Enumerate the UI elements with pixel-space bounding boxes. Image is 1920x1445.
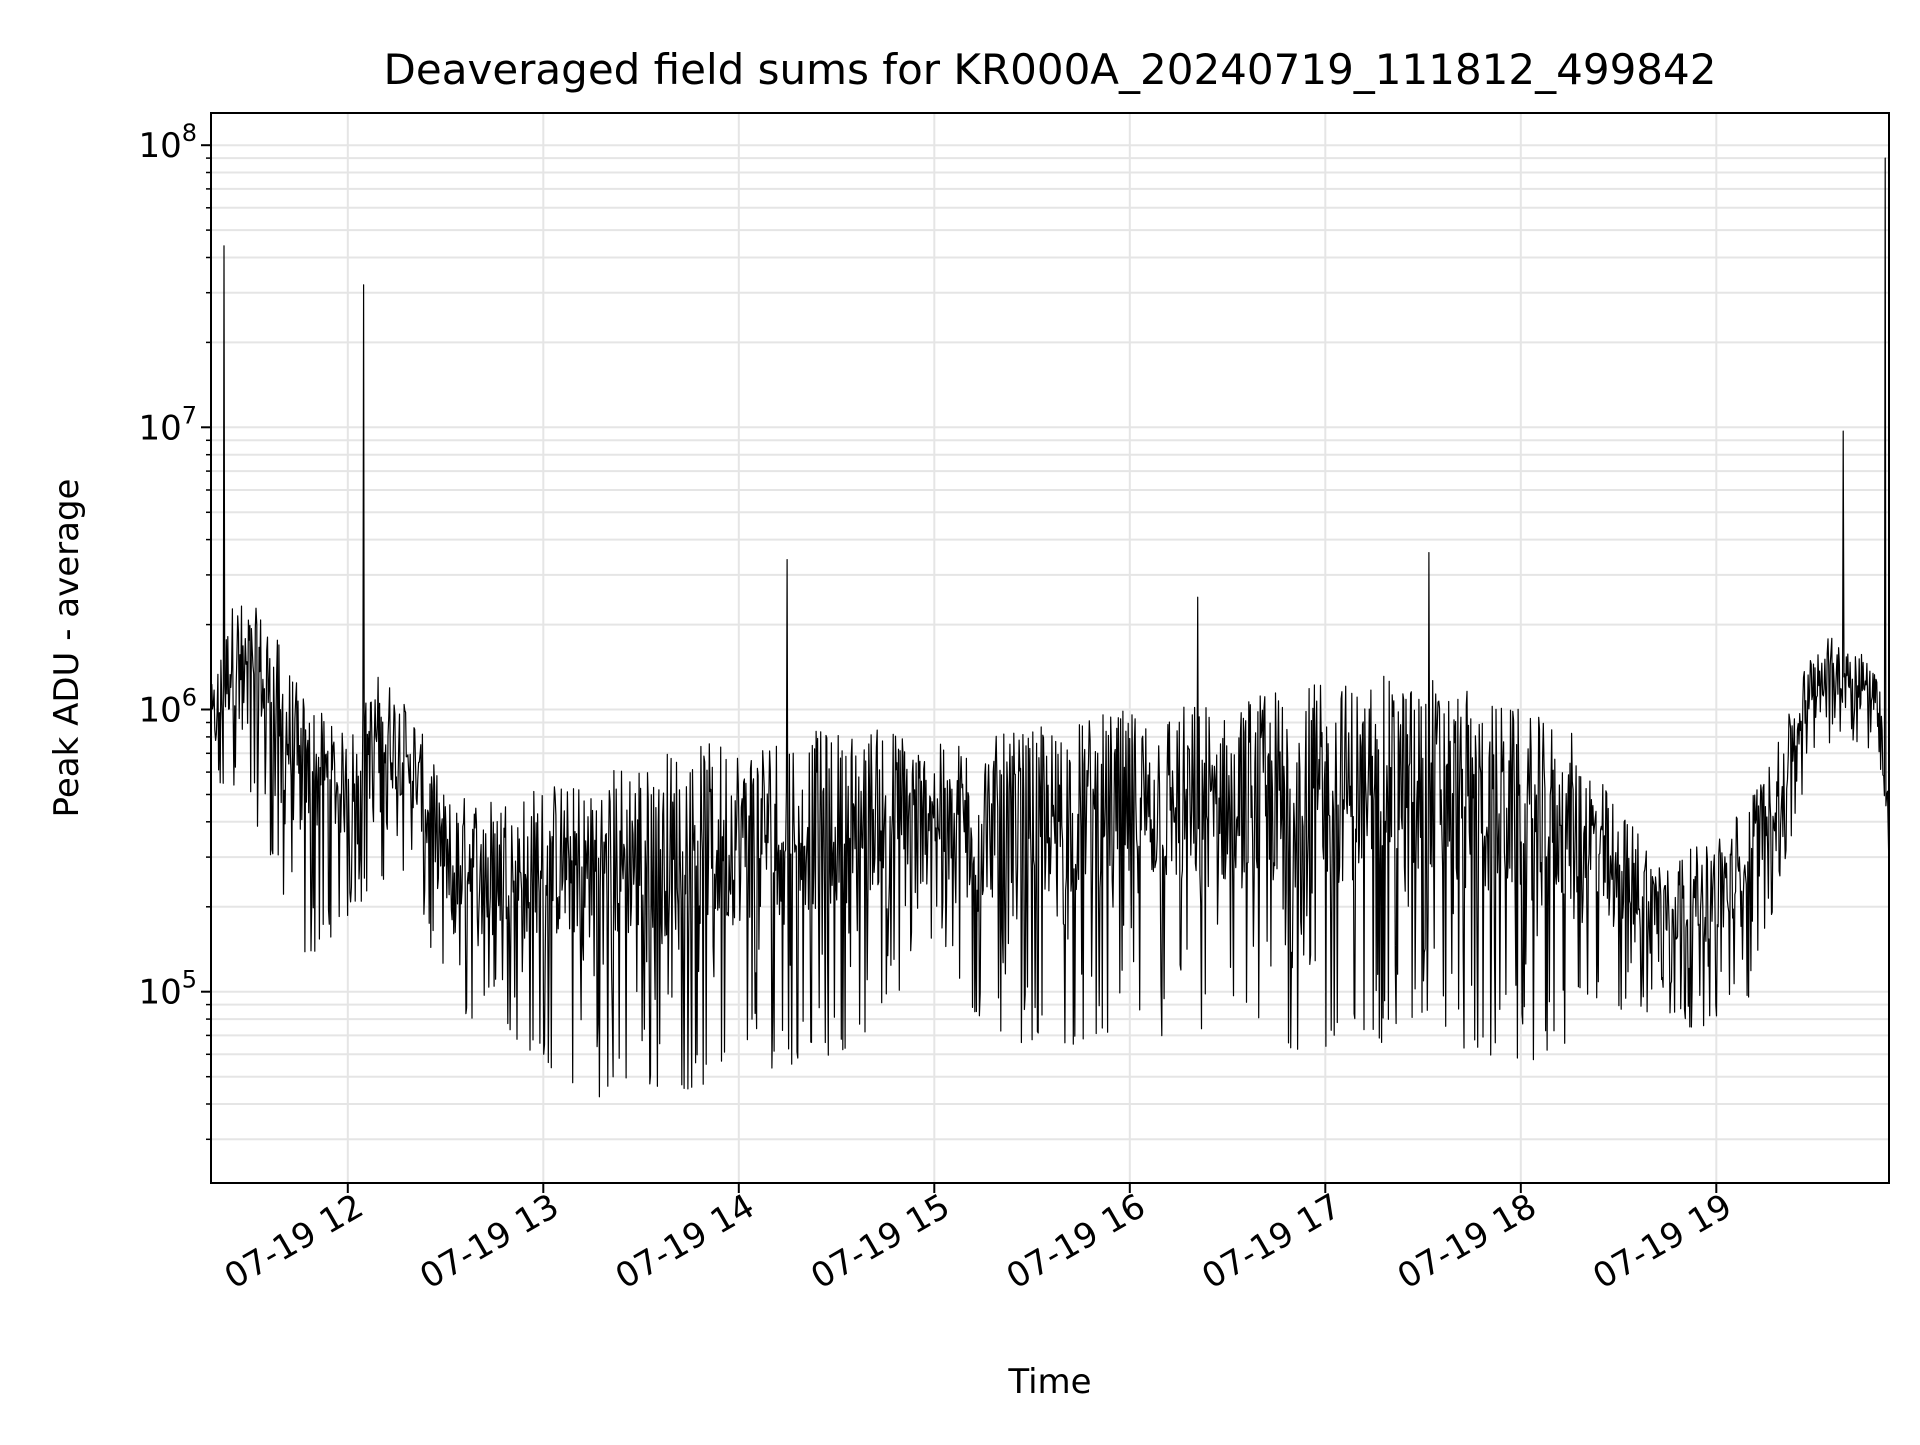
series-line: [210, 157, 1890, 1098]
y-tick-base: 10: [138, 691, 181, 731]
series-layer: [210, 157, 1890, 1098]
y-tick-exponent: 6: [182, 684, 197, 712]
y-tick-label: 106: [138, 684, 197, 731]
y-tick-exponent: 5: [182, 966, 197, 994]
y-tick-base: 10: [138, 973, 181, 1013]
y-tick-base: 10: [138, 408, 181, 448]
x-axis-label: Time: [1007, 1362, 1091, 1402]
y-tick-exponent: 7: [182, 401, 197, 429]
plot-area-frame: [210, 112, 1890, 1184]
y-axis-label: Peak ADU - average: [47, 479, 87, 818]
y-tick-label: 107: [138, 401, 197, 448]
y-tick-label: 105: [138, 966, 197, 1013]
y-tick-label: 108: [138, 119, 197, 166]
chart-title: Deaveraged field sums for KR000A_2024071…: [384, 45, 1717, 94]
y-tick-exponent: 8: [182, 119, 197, 147]
y-tick-base: 10: [138, 126, 181, 166]
